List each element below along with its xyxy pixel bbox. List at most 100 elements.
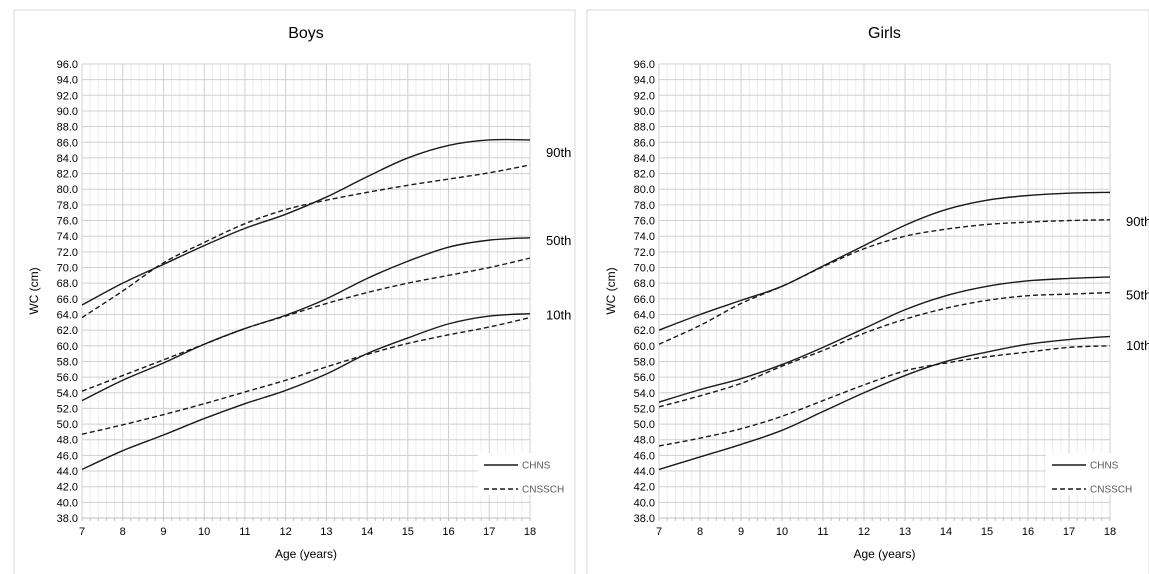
y-tick-label: 82.0: [57, 169, 78, 181]
series-line-cnssch-10th: [81, 316, 531, 435]
y-tick-label: 52.0: [57, 403, 78, 415]
y-tick-label: 84.0: [57, 153, 78, 165]
legend-background: [1046, 453, 1126, 495]
series-line-chns-90th: [658, 191, 1111, 331]
percentile-label: 10th: [1126, 338, 1149, 353]
percentile-label: 90th: [1126, 214, 1149, 229]
x-tick-label: 10: [198, 526, 210, 538]
x-tick-label: 13: [320, 526, 332, 538]
y-tick-label: 68.0: [57, 278, 78, 290]
series-line-cnssch-90th: [81, 164, 531, 319]
percentile-label: 10th: [546, 307, 571, 322]
x-tick-label: 14: [361, 526, 373, 538]
y-tick-label: 38.0: [57, 513, 78, 525]
y-tick-label: 58.0: [57, 356, 78, 368]
y-tick-label: 40.0: [634, 497, 655, 509]
y-tick-label: 90.0: [634, 106, 655, 118]
y-tick-label: 64.0: [57, 309, 78, 321]
y-tick-label: 42.0: [57, 482, 78, 494]
x-tick-label: 18: [1104, 526, 1116, 538]
y-tick-label: 76.0: [57, 216, 78, 228]
x-tick-label: 10: [776, 526, 788, 538]
percentile-label: 50th: [1126, 288, 1149, 303]
legend-label: CHNS: [1090, 461, 1119, 472]
y-tick-label: 86.0: [57, 137, 78, 149]
chart-panel-girls: Girls 38.0 40.0 42.0 44.0 46.0 48.0 50.0 52.0 54.…: [586, 9, 1149, 574]
x-tick-label: 17: [1063, 526, 1075, 538]
x-tick-label: 12: [280, 526, 292, 538]
legend: CHNS CNSSCH: [478, 453, 564, 496]
y-tick-label: 54.0: [634, 388, 655, 400]
y-tick-label: 78.0: [57, 200, 78, 212]
y-tick-label: 46.0: [634, 450, 655, 462]
y-tick-label: 42.0: [634, 482, 655, 494]
y-tick-label: 72.0: [57, 247, 78, 259]
x-tick-label: 18: [524, 526, 536, 538]
y-tick-label: 72.0: [634, 247, 655, 259]
x-axis-label: Age (years): [853, 547, 915, 561]
y-tick-label: 62.0: [57, 325, 78, 337]
x-tick-label: 12: [858, 526, 870, 538]
x-tick-label: 16: [1022, 526, 1034, 538]
legend-background: [478, 453, 558, 495]
y-axis-label: WC (cm): [604, 267, 618, 314]
y-tick-label: 92.0: [57, 90, 78, 102]
x-tick-label: 16: [442, 526, 454, 538]
y-tick-label: 94.0: [57, 75, 78, 87]
y-tick-label: 78.0: [634, 200, 655, 212]
series-line-cnssch-90th: [658, 219, 1111, 345]
x-tick-label: 15: [402, 526, 414, 538]
y-tick-label: 82.0: [634, 169, 655, 181]
percentile-label: 90th: [546, 145, 571, 160]
y-tick-label: 56.0: [634, 372, 655, 384]
series-line-chns-10th: [81, 313, 531, 471]
y-tick-label: 66.0: [57, 294, 78, 306]
x-tick-label: 14: [940, 526, 952, 538]
y-tick-label: 96.0: [634, 59, 655, 71]
series-line-chns-90th: [81, 138, 531, 306]
y-tick-label: 80.0: [57, 184, 78, 196]
y-tick-label: 38.0: [634, 513, 655, 525]
y-tick-label: 50.0: [634, 419, 655, 431]
y-tick-label: 74.0: [57, 231, 78, 243]
y-tick-label: 70.0: [57, 263, 78, 275]
y-tick-label: 86.0: [634, 137, 655, 149]
y-tick-label: 50.0: [57, 419, 78, 431]
y-tick-label: 80.0: [634, 184, 655, 196]
series-line-chns-10th: [658, 335, 1111, 471]
y-tick-label: 74.0: [634, 231, 655, 243]
chart-panel-boys: Boys 38.0 40.0 42.0 44.0 46.0 48.0 50.0 52.0 54.0…: [13, 9, 576, 574]
y-tick-label: 60.0: [57, 341, 78, 353]
y-tick-label: 94.0: [634, 75, 655, 87]
x-tick-label: 17: [483, 526, 495, 538]
y-tick-label: 70.0: [634, 263, 655, 275]
x-tick-label: 7: [79, 526, 85, 538]
y-tick-label: 64.0: [634, 309, 655, 321]
y-tick-label: 58.0: [634, 356, 655, 368]
y-tick-label: 48.0: [57, 435, 78, 447]
y-tick-label: 40.0: [57, 497, 78, 509]
y-tick-label: 92.0: [634, 90, 655, 102]
y-tick-label: 66.0: [634, 294, 655, 306]
legend-label: CHNS: [522, 461, 551, 472]
x-tick-label: 11: [239, 526, 250, 538]
y-tick-label: 46.0: [57, 450, 78, 462]
y-tick-label: 88.0: [57, 122, 78, 134]
y-tick-label: 52.0: [634, 403, 655, 415]
x-tick-label: 13: [899, 526, 911, 538]
y-tick-label: 90.0: [57, 106, 78, 118]
y-tick-label: 96.0: [57, 59, 78, 71]
x-tick-label: 15: [981, 526, 993, 538]
y-tick-label: 60.0: [634, 341, 655, 353]
x-tick-label: 9: [160, 526, 166, 538]
x-tick-label: 8: [697, 526, 703, 538]
chart-title: Boys: [288, 25, 324, 42]
series-line-chns-50th: [81, 237, 531, 402]
y-tick-label: 44.0: [634, 466, 655, 478]
y-tick-label: 68.0: [634, 278, 655, 290]
y-tick-label: 56.0: [57, 372, 78, 384]
x-tick-label: 8: [120, 526, 126, 538]
y-tick-label: 84.0: [634, 153, 655, 165]
percentile-label: 50th: [546, 233, 571, 248]
